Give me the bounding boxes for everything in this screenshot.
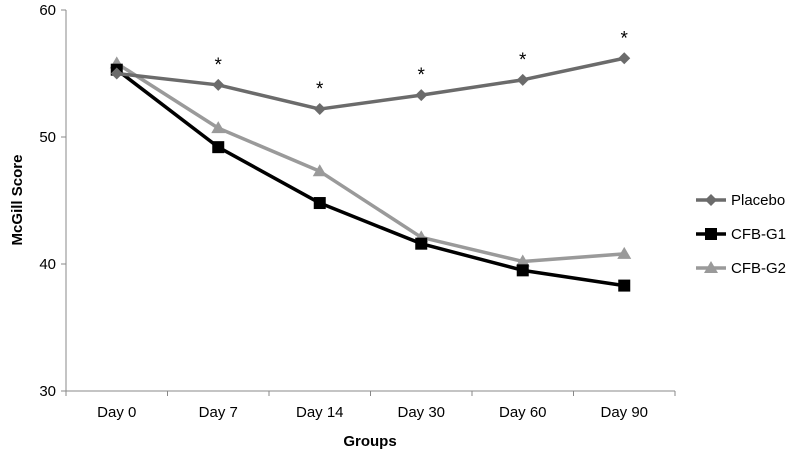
significance-asterisk: * <box>418 65 426 86</box>
data-point-placebo <box>110 67 123 80</box>
series-line-placebo <box>116 56 625 111</box>
series-placebo <box>110 52 631 116</box>
series-cfb-g1 <box>110 63 631 292</box>
series-cfb-g2 <box>109 56 632 267</box>
data-point-cfb-g1 <box>212 141 225 154</box>
annotation-layer: * * * * * <box>215 28 629 100</box>
significance-asterisk: * <box>316 79 324 100</box>
data-point-cfb-g1 <box>618 279 631 292</box>
significance-asterisk: * <box>519 50 527 71</box>
y-tick-label: 40 <box>39 256 56 273</box>
data-point-cfb-g2 <box>211 121 226 134</box>
x-tick-label: Day 7 <box>199 404 238 421</box>
legend-marker-cfb-g2 <box>704 261 718 273</box>
significance-asterisk: * <box>215 55 223 76</box>
legend-label-cfb-g2: CFB-G2 <box>731 260 786 277</box>
data-point-cfb-g2 <box>312 164 327 177</box>
data-point-placebo <box>618 52 631 65</box>
y-tick-label: 50 <box>39 129 56 146</box>
series-line-cfb-g2 <box>115 61 625 264</box>
x-tick-label: Day 14 <box>296 404 344 421</box>
legend-marker-cfb-g1 <box>705 228 717 240</box>
legend-label-cfb-g1: CFB-G1 <box>731 226 786 243</box>
data-point-placebo <box>212 78 225 91</box>
x-tick-label: Day 30 <box>397 404 445 421</box>
data-point-cfb-g1 <box>415 237 428 250</box>
series-line-cfb-g1 <box>115 68 625 288</box>
x-tick-label: Day 90 <box>600 404 648 421</box>
legend-item-placebo: Placebo <box>696 192 785 209</box>
y-tick-label: 30 <box>39 383 56 400</box>
y-tick-group: 30 40 50 60 <box>39 2 66 400</box>
data-point-cfb-g1 <box>516 264 529 277</box>
y-tick-label: 60 <box>39 2 56 19</box>
legend: Placebo CFB-G1 CFB-G2 <box>696 192 786 277</box>
x-tick-group: Day 0 Day 7 Day 14 Day 30 Day 60 Day 90 <box>65 391 676 421</box>
legend-item-cfb-g1: CFB-G1 <box>696 226 786 243</box>
series-layer <box>109 52 632 292</box>
x-tick-label: Day 60 <box>499 404 547 421</box>
data-point-placebo <box>415 89 428 102</box>
data-point-cfb-g2 <box>515 254 530 267</box>
data-point-placebo <box>516 73 529 86</box>
legend-marker-placebo <box>705 194 717 206</box>
significance-asterisk: * <box>621 28 629 49</box>
legend-item-cfb-g2: CFB-G2 <box>696 260 786 277</box>
data-point-cfb-g2 <box>617 246 632 259</box>
legend-label-placebo: Placebo <box>731 192 785 209</box>
data-point-placebo <box>313 103 326 116</box>
x-tick-label: Day 0 <box>97 404 136 421</box>
y-axis-title: McGill Score <box>9 155 26 246</box>
data-point-cfb-g1 <box>313 197 326 210</box>
x-axis-title: Groups <box>343 433 396 450</box>
